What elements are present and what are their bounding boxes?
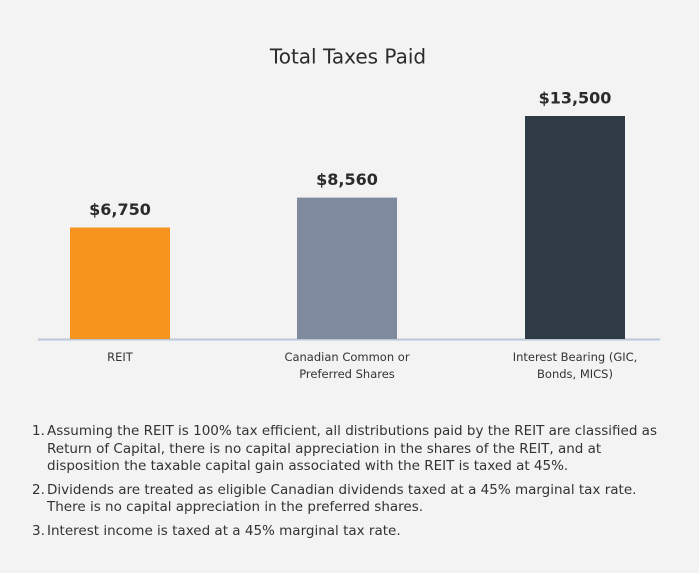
value-label: $6,750 xyxy=(89,200,151,219)
bar xyxy=(525,116,625,339)
footnote-number: 2. xyxy=(32,481,45,498)
category-label: Interest Bearing (GIC, Bonds, MICS) xyxy=(512,350,638,381)
value-label: $13,500 xyxy=(539,89,612,108)
footnotes: 1. Assuming the REIT is 100% tax efficien… xyxy=(32,423,672,546)
value-label: $8,560 xyxy=(316,170,378,189)
footnote-text: Assuming the REIT is 100% tax efficient,… xyxy=(47,423,657,474)
chart: Total Taxes Paid $6,750 $8,560 $13,500 xyxy=(38,45,660,341)
footnote-number: 3. xyxy=(32,522,45,539)
chart-title: Total Taxes Paid xyxy=(269,45,426,69)
footnote-number: 1. xyxy=(32,423,45,439)
footnote-text: Interest income is taxed at a 45% margin… xyxy=(47,522,401,539)
footnote-text: Dividends are treated as eligible Canadi… xyxy=(47,481,637,516)
category-label: Canadian Common or Preferred Shares xyxy=(284,350,410,381)
footnote: 2. Dividends are treated as eligible Cana… xyxy=(32,482,672,517)
bar xyxy=(70,227,170,339)
bar xyxy=(297,197,397,339)
category-label: REIT xyxy=(107,350,133,364)
footnote: 3. Interest income is taxed at a 45% marg… xyxy=(32,523,672,541)
footnote: 1. Assuming the REIT is 100% tax efficien… xyxy=(32,423,672,476)
